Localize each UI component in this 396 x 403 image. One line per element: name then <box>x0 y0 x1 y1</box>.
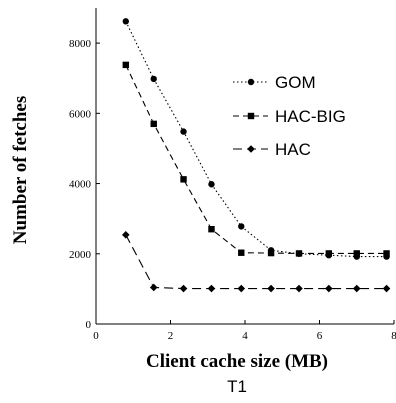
series-group <box>122 18 391 293</box>
data-point <box>150 120 157 128</box>
data-point <box>122 18 129 25</box>
y-tick-label: 4000 <box>69 179 92 191</box>
legend-marker <box>247 78 255 86</box>
data-point <box>150 75 157 83</box>
legend: GOM HAC-BIG HAC <box>233 73 346 159</box>
data-point <box>180 176 187 183</box>
series-gom <box>122 18 390 260</box>
data-point <box>238 223 245 230</box>
series-hac <box>122 231 391 293</box>
legend-item: HAC <box>233 140 311 159</box>
plot-area <box>95 8 394 325</box>
x-tick-label: 2 <box>168 330 174 342</box>
data-point <box>325 284 333 293</box>
legend-marker <box>247 145 255 153</box>
y-axis-title: Number of fetches <box>10 96 31 244</box>
legend-item: HAC-BIG <box>233 107 346 126</box>
data-point <box>267 249 275 257</box>
data-point <box>267 284 275 293</box>
y-tick-label: 6000 <box>69 108 92 120</box>
y-ticks: 0 2000 4000 6000 8000 <box>69 38 100 331</box>
legend-label: HAC-BIG <box>275 107 346 126</box>
legend-item: GOM <box>233 73 316 92</box>
data-point <box>295 250 303 257</box>
data-point <box>383 250 390 257</box>
legend-marker <box>247 112 255 120</box>
legend-label: HAC <box>275 140 311 159</box>
x-tick-label: 0 <box>93 330 99 342</box>
data-point <box>353 250 360 257</box>
chart-caption: T1 <box>227 377 247 396</box>
data-point <box>207 284 216 293</box>
data-point <box>208 181 215 188</box>
series-hac-big <box>122 61 390 257</box>
data-point <box>180 128 187 135</box>
data-point <box>149 283 158 292</box>
data-point <box>382 284 391 293</box>
data-point <box>325 250 333 257</box>
y-tick-label: 2000 <box>69 249 92 261</box>
x-ticks: 0 2 4 6 8 <box>93 320 396 342</box>
x-tick-label: 4 <box>242 330 248 342</box>
data-point <box>237 284 246 293</box>
y-tick-label: 8000 <box>69 38 92 50</box>
series-line <box>125 21 387 258</box>
x-axis-title: Client cache size (MB) <box>146 351 328 372</box>
y-tick-label: 0 <box>86 319 92 331</box>
data-point <box>352 284 361 293</box>
data-point <box>179 284 188 293</box>
x-tick-label: 6 <box>317 330 323 342</box>
legend-label: GOM <box>275 73 316 92</box>
x-tick-label: 8 <box>391 330 396 342</box>
series-line <box>125 64 387 254</box>
data-point <box>295 284 303 293</box>
data-point <box>122 61 129 69</box>
data-point <box>238 249 245 256</box>
data-point <box>122 231 130 239</box>
series-line <box>125 234 387 290</box>
data-point <box>208 226 215 233</box>
